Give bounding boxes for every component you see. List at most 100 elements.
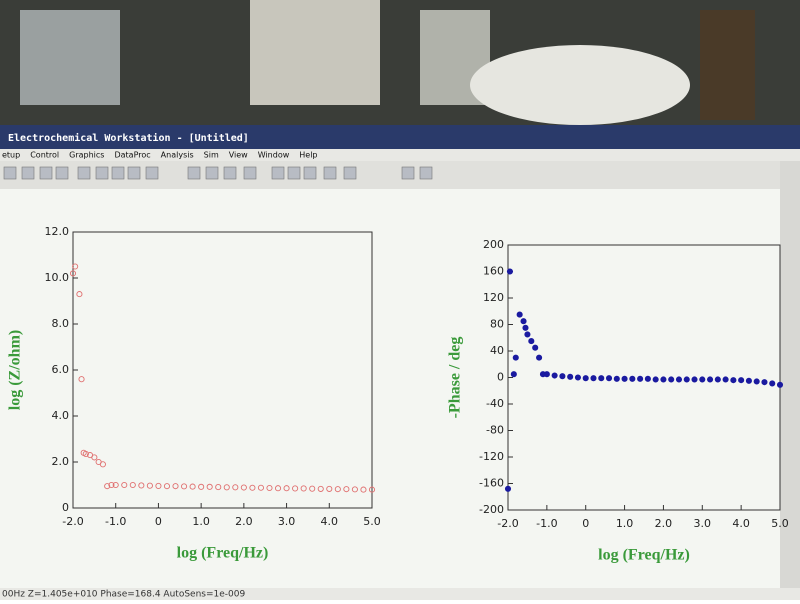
data-point xyxy=(528,338,535,345)
y-tick-label: 12.0 xyxy=(45,225,70,238)
y-tick-label: 120 xyxy=(483,291,504,304)
menu: etup Control Graphics DataProc Analysis Sim Vi… xyxy=(2,151,318,160)
tool-button[interactable] xyxy=(187,166,201,180)
data-point xyxy=(574,374,581,381)
x-tick-label: -1.0 xyxy=(105,515,126,528)
status-bar xyxy=(0,588,800,600)
y-tick-label: 160 xyxy=(483,265,504,278)
data-point xyxy=(714,376,721,383)
x-tick-label: 0 xyxy=(155,515,162,528)
data-point xyxy=(524,331,531,338)
data-point xyxy=(223,484,230,491)
data-point xyxy=(637,375,644,382)
tool-button[interactable] xyxy=(323,166,337,180)
data-point xyxy=(99,461,106,468)
tool-button[interactable] xyxy=(243,166,257,180)
data-point xyxy=(745,377,752,384)
tool-button[interactable] xyxy=(3,166,17,180)
y-axis-label: log (Z/ohm) xyxy=(7,330,24,410)
data-point xyxy=(699,376,706,383)
tool-button[interactable] xyxy=(21,166,35,180)
bottle xyxy=(700,10,755,120)
x-tick-label: 0 xyxy=(582,517,589,530)
y-tick-label: -80 xyxy=(486,424,504,437)
data-point xyxy=(605,375,613,382)
data-point xyxy=(351,486,358,493)
data-point xyxy=(652,376,659,383)
data-point xyxy=(668,376,675,383)
menu-item[interactable]: View xyxy=(229,151,248,160)
data-point xyxy=(644,375,651,382)
menu-item[interactable]: Analysis xyxy=(161,151,194,160)
tool-button[interactable] xyxy=(401,166,415,180)
data-point xyxy=(543,371,550,378)
menu-item[interactable]: Window xyxy=(258,151,290,160)
data-point xyxy=(769,380,776,387)
data-point xyxy=(504,485,512,492)
data-point xyxy=(675,376,683,383)
data-point xyxy=(506,268,513,275)
x-tick-label: 3.0 xyxy=(694,517,712,530)
y-tick-label: 40 xyxy=(490,344,504,357)
data-point xyxy=(683,376,690,383)
y-tick-label: 8.0 xyxy=(52,317,70,330)
data-point xyxy=(551,372,558,379)
tool-button[interactable] xyxy=(77,166,91,180)
tool-button[interactable] xyxy=(127,166,141,180)
x-tick-label: 2.0 xyxy=(655,517,673,530)
tool-button[interactable] xyxy=(223,166,237,180)
x-axis-label: log (Freq/Hz) xyxy=(177,545,269,562)
data-point xyxy=(257,484,264,491)
tool-button[interactable] xyxy=(111,166,125,180)
tool-button[interactable] xyxy=(145,166,159,180)
data-point xyxy=(72,263,79,270)
tool-button[interactable] xyxy=(39,166,53,180)
data-point xyxy=(536,354,543,361)
data-point xyxy=(567,373,574,380)
data-point xyxy=(738,377,745,384)
data-point xyxy=(104,483,111,490)
tool-button[interactable] xyxy=(55,166,69,180)
status-text: 00Hz Z=1.405e+010 Phase=168.4 AutoSens=1… xyxy=(2,590,245,600)
y-axis-label: -Phase / deg xyxy=(447,337,464,419)
data-point xyxy=(172,483,179,490)
data-point xyxy=(91,454,98,461)
menu-item[interactable]: DataProc xyxy=(114,151,150,160)
menu-item[interactable]: etup xyxy=(2,151,20,160)
menu-item[interactable]: Help xyxy=(299,151,317,160)
y-tick-label: 6.0 xyxy=(52,363,70,376)
x-tick-label: 4.0 xyxy=(321,515,339,528)
tool-button[interactable] xyxy=(205,166,219,180)
menu-item[interactable]: Control xyxy=(30,151,59,160)
tool-button[interactable] xyxy=(271,166,285,180)
tool-button[interactable] xyxy=(287,166,301,180)
x-tick-label: 1.0 xyxy=(192,515,210,528)
data-point xyxy=(343,486,350,493)
toolbar-icons xyxy=(3,166,433,180)
tool-button[interactable] xyxy=(95,166,109,180)
menu-item[interactable]: Graphics xyxy=(69,151,104,160)
data-point xyxy=(146,482,153,489)
data-point xyxy=(138,482,145,489)
tool-button[interactable] xyxy=(303,166,317,180)
tool-button[interactable] xyxy=(419,166,433,180)
data-point xyxy=(181,483,188,490)
data-point xyxy=(660,376,667,383)
tool-button[interactable] xyxy=(343,166,357,180)
data-point xyxy=(69,270,77,277)
data-point xyxy=(522,324,529,331)
data-point xyxy=(82,450,89,458)
y-tick-label: -200 xyxy=(479,503,504,516)
data-point xyxy=(582,375,589,382)
x-tick-label: 3.0 xyxy=(278,515,296,528)
data-point xyxy=(590,375,597,382)
data-point xyxy=(300,485,307,492)
window-title: Electrochemical Workstation - [Untitled] xyxy=(8,132,249,144)
data-point xyxy=(129,481,136,489)
data-point xyxy=(368,486,376,493)
menu-item[interactable]: Sim xyxy=(204,151,219,160)
data-point xyxy=(326,485,333,492)
y-tick-label: -40 xyxy=(486,397,504,410)
data-point xyxy=(559,373,566,380)
